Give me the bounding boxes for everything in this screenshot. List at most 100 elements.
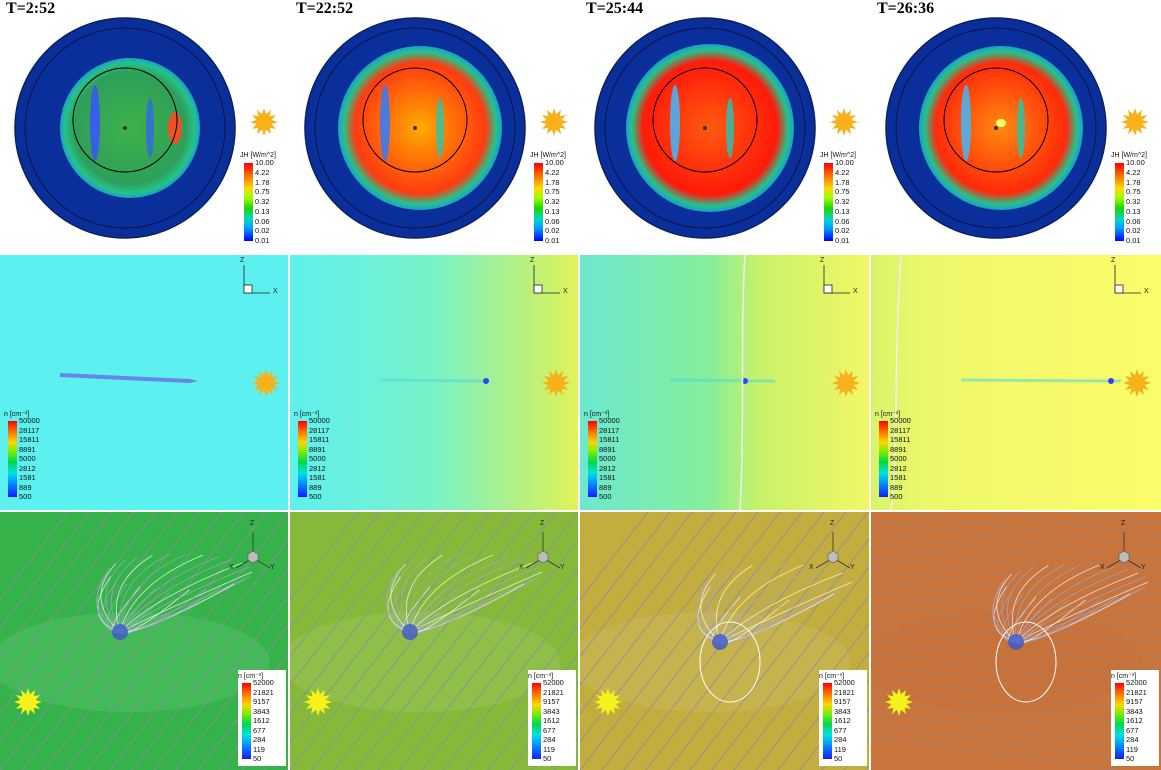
- colorbar-tick-label: 1581: [890, 473, 907, 482]
- colorbar-tick-label: 10.00: [545, 158, 564, 167]
- colorbar-tick-label: 50: [1126, 754, 1135, 763]
- colorbar-tick-label: 2812: [309, 463, 326, 473]
- sun-icon: [540, 108, 568, 136]
- colorbar-title: n [cm⁻³]: [294, 411, 320, 418]
- colorbar-tick-label: 52000: [834, 678, 855, 687]
- axis-y-label: Y: [560, 564, 565, 571]
- colorbar-tick-label: 284: [543, 735, 556, 744]
- colorbar-gradient: [244, 163, 253, 241]
- colorbar-tick-label: 5000: [309, 454, 326, 463]
- axis-x-label: X: [1100, 564, 1105, 571]
- colorbar-tick-label: 0.06: [1126, 216, 1141, 226]
- colorbar-tick-label: 52000: [543, 678, 564, 687]
- sun-icon: [885, 688, 913, 716]
- colorbar-tick-label: 15811: [599, 435, 620, 444]
- sun-icon: [830, 108, 858, 136]
- sun-icon: [1123, 369, 1151, 397]
- axis-z-label: Z: [830, 520, 835, 527]
- colorbar-tick-label: 0.75: [255, 187, 270, 197]
- axis-x-label: X: [563, 288, 568, 295]
- colorbar-tick-label: 8891: [599, 444, 616, 454]
- colorbar-tick-label: 5000: [890, 454, 907, 463]
- colorbar-tick-label: 500: [890, 492, 903, 501]
- axis-z-label: Z: [1121, 520, 1126, 527]
- sun-icon: [14, 688, 42, 716]
- axis-x-label: X: [273, 288, 278, 295]
- axis-y-label: Y: [1141, 564, 1146, 571]
- colorbar-tick-label: 8891: [309, 444, 326, 454]
- colorbar-tick-label: 677: [1126, 725, 1139, 735]
- colorbar-gradient: [1115, 163, 1124, 241]
- time-label: T=26:36: [877, 0, 935, 17]
- colorbar-tick-label: 2812: [890, 463, 907, 473]
- colorbar-tick-label: 10.00: [1126, 158, 1145, 167]
- sun-icon: [594, 688, 622, 716]
- colorbar-gradient: [823, 683, 832, 759]
- panel-column-2: T=22:52 JH [W/m^2] 10.00 4.22 1.78 0.75 0.32 0.…: [290, 0, 578, 770]
- colorbar-title: JH [W/m^2]: [530, 152, 566, 159]
- colorbar-title: JH [W/m^2]: [240, 152, 276, 159]
- jh-colorbar: JH [W/m^2] 10.00 4.22 1.78 0.75 0.32 0.13 0.06 0…: [1111, 152, 1155, 245]
- axis-x-label: X: [229, 564, 234, 571]
- panel-column-4: T=26:36 JH [W/m^2] 10.00 4.22 1.78 0.75 0.32 0.…: [871, 0, 1161, 770]
- colorbar-tick-label: 677: [834, 725, 847, 735]
- density3d-colorbar: n [cm⁻³] 52000 21821 9157 3843 1612 677 284 119 5…: [238, 672, 282, 763]
- colorbar-tick-label: 4.22: [255, 167, 270, 177]
- colorbar-tick-label: 3843: [543, 706, 560, 716]
- colorbar-title: n [cm⁻³]: [819, 673, 845, 680]
- sun-icon: [304, 688, 332, 716]
- colorbar-tick-label: 0.32: [835, 197, 850, 206]
- axis-triad-3d: Z X Y: [228, 518, 278, 576]
- colorbar-tick-label: 50: [253, 754, 262, 763]
- colorbar-tick-label: 500: [599, 492, 612, 501]
- colorbar-tick-label: 28117: [19, 425, 40, 435]
- axis-z-label: Z: [820, 257, 825, 264]
- colorbar-tick-label: 0.13: [545, 206, 560, 216]
- colorbar-tick-label: 50000: [19, 416, 40, 425]
- colorbar-tick-label: 4.22: [545, 167, 560, 177]
- colorbar-tick-label: 284: [834, 735, 847, 744]
- axis-y-label: Y: [850, 564, 855, 571]
- colorbar-tick-label: 889: [599, 482, 612, 492]
- colorbar-tick-label: 0.75: [545, 187, 560, 197]
- colorbar-tick-label: 15811: [890, 435, 911, 444]
- colorbar-tick-label: 1581: [309, 473, 326, 482]
- axis-triad-3d: Z X Y: [808, 518, 858, 576]
- colorbar-title: n [cm⁻³]: [875, 411, 901, 418]
- colorbar-tick-label: 50000: [599, 416, 620, 425]
- density-colorbar: n [cm⁻³] 50000 28117 15811 8891 5000 2812 1581 8…: [4, 410, 48, 501]
- axis-y-label: Y: [270, 564, 275, 571]
- colorbar-tick-label: 0.02: [835, 226, 850, 236]
- axis-z-label: Z: [1111, 257, 1116, 264]
- jh-colorbar: JH [W/m^2] 10.00 4.22 1.78 0.75 0.32 0.13 0.06 0…: [530, 152, 574, 245]
- colorbar-tick-label: 28117: [309, 425, 330, 435]
- colorbar-tick-label: 0.06: [835, 216, 850, 226]
- colorbar-tick-label: 28117: [599, 425, 620, 435]
- colorbar-tick-label: 0.06: [255, 216, 270, 226]
- colorbar-tick-label: 50: [834, 754, 843, 763]
- sun-icon: [252, 369, 280, 397]
- colorbar-gradient: [532, 683, 541, 759]
- colorbar-tick-label: 0.32: [545, 197, 560, 206]
- colorbar-tick-label: 4.22: [835, 167, 850, 177]
- axis-z-label: Z: [530, 257, 535, 264]
- colorbar-tick-label: 9157: [834, 697, 851, 706]
- jh-colorbar: JH [W/m^2] 10.00 4.22 1.78 0.75 0.32 0.13 0.06 0…: [240, 152, 284, 245]
- colorbar-tick-label: 1.78: [255, 177, 270, 187]
- colorbar-tick-label: 0.01: [545, 236, 560, 245]
- panel-column-1: T=2:52 JH [W/m^2] 10.00 4.22 1.78 0.75 0.32 0.1…: [0, 0, 288, 770]
- colorbar-tick-label: 5000: [599, 454, 616, 463]
- colorbar-tick-label: 889: [890, 482, 903, 492]
- colorbar-tick-label: 0.02: [255, 226, 270, 236]
- colorbar-tick-label: 0.13: [1126, 206, 1141, 216]
- colorbar-tick-label: 284: [253, 735, 266, 744]
- colorbar-tick-label: 10.00: [255, 158, 274, 167]
- colorbar-tick-label: 284: [1126, 735, 1139, 744]
- axis-x-label: X: [809, 564, 814, 571]
- colorbar-tick-label: 0.32: [255, 197, 270, 206]
- density3d-colorbar: n [cm⁻³] 52000 21821 9157 3843 1612 677 284 119 5…: [528, 672, 572, 763]
